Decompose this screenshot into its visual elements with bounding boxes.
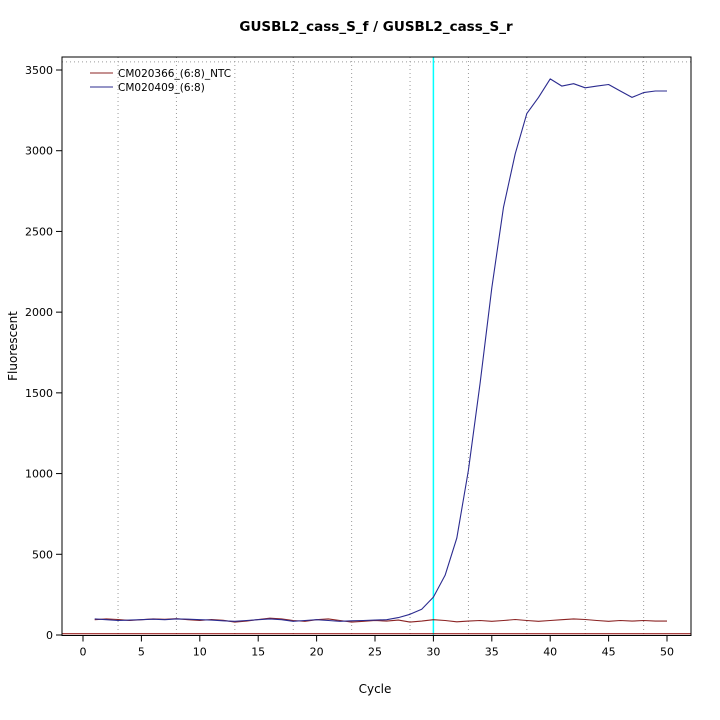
x-tick-label: 35 [485,646,499,659]
legend-label-sample: CM020409_(6:8) [118,82,205,94]
x-axis-label: Cycle [359,682,392,696]
x-tick-label: 40 [543,646,557,659]
y-tick-label: 3000 [25,145,53,158]
x-tick-label: 20 [310,646,324,659]
x-tick-label: 10 [193,646,207,659]
y-tick-label: 2000 [25,306,53,319]
y-tick-label: 2500 [25,225,53,238]
x-tick-label: 25 [368,646,382,659]
x-tick-label: 50 [660,646,674,659]
x-tick-label: 45 [602,646,616,659]
y-tick-label: 3500 [25,64,53,77]
x-tick-label: 0 [80,646,87,659]
y-tick-label: 1000 [25,468,53,481]
x-tick-label: 5 [138,646,145,659]
y-tick-label: 500 [32,548,53,561]
x-tick-label: 15 [251,646,265,659]
y-tick-label: 0 [46,629,53,642]
chart-legend: CM020366_(6:8)_NTC CM020409_(6:8) [118,68,231,94]
y-tick-label: 1500 [25,387,53,400]
plot-area: 0 5 10 15 20 25 30 35 40 45 5005001000150020002500… [25,56,692,659]
x-tick-label: 30 [426,646,440,659]
plot-frame [61,56,692,636]
legend-label-ntc: CM020366_(6:8)_NTC [118,68,231,80]
series-line-1 [94,78,667,622]
chart-title: GUSBL2_cass_S_f / GUSBL2_cass_S_r [239,19,513,35]
y-axis-label: Fluorescent [6,311,20,381]
